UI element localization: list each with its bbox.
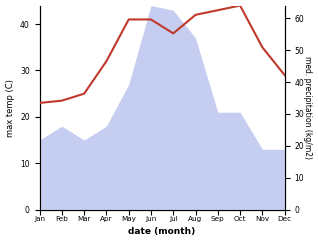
X-axis label: date (month): date (month): [128, 227, 196, 236]
Y-axis label: med. precipitation (kg/m2): med. precipitation (kg/m2): [303, 56, 313, 159]
Y-axis label: max temp (C): max temp (C): [5, 79, 15, 136]
